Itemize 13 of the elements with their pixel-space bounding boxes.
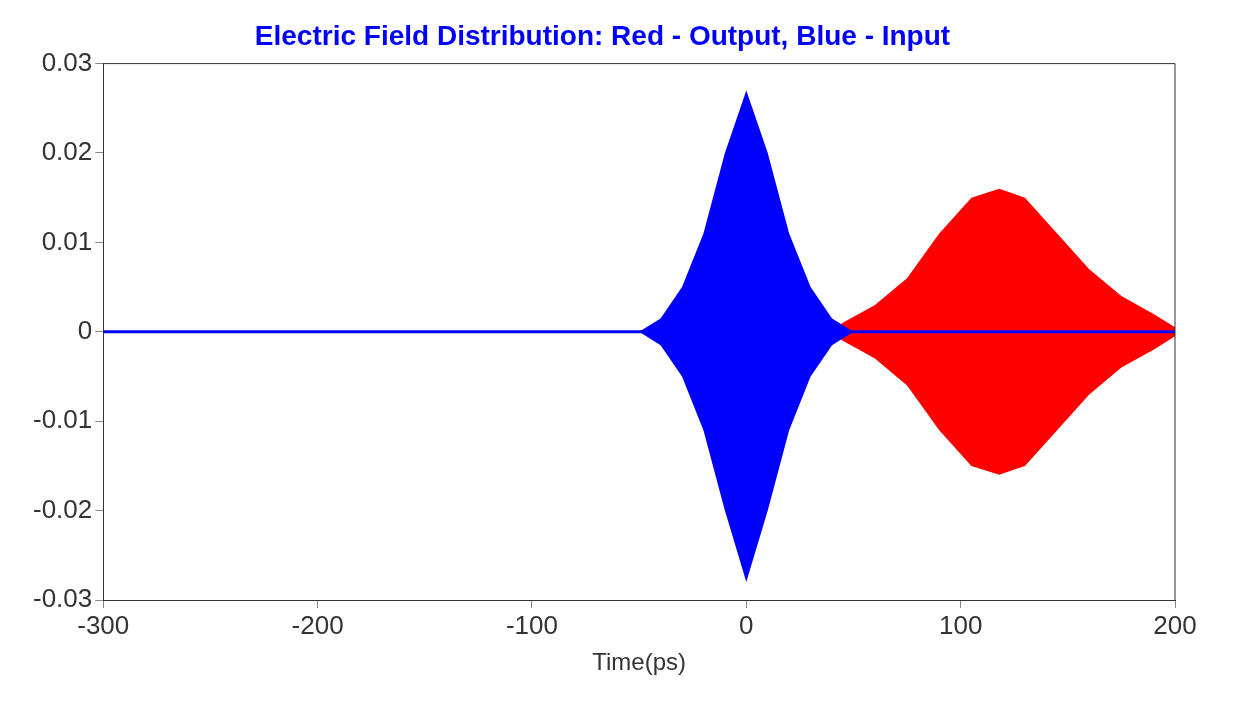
x-tick-label: -200	[291, 609, 344, 640]
y-tick-label: -0.01	[33, 404, 93, 435]
y-tick-label: -0.02	[33, 493, 93, 524]
y-tick-label: 0.01	[41, 225, 93, 256]
y-tick-label: 0.02	[41, 136, 93, 167]
chart-title: Electric Field Distribution: Red - Output, Blue - Input	[254, 19, 951, 51]
x-tick-label: 0	[739, 609, 754, 640]
y-tick-label: 0	[77, 314, 93, 345]
x-axis-title: Time(ps)	[592, 648, 687, 676]
x-tick-label: 100	[938, 609, 983, 640]
y-tick-label: 0.03	[41, 46, 93, 77]
x-tick-label: -100	[505, 609, 558, 640]
x-tick-label: 200	[1153, 609, 1197, 640]
